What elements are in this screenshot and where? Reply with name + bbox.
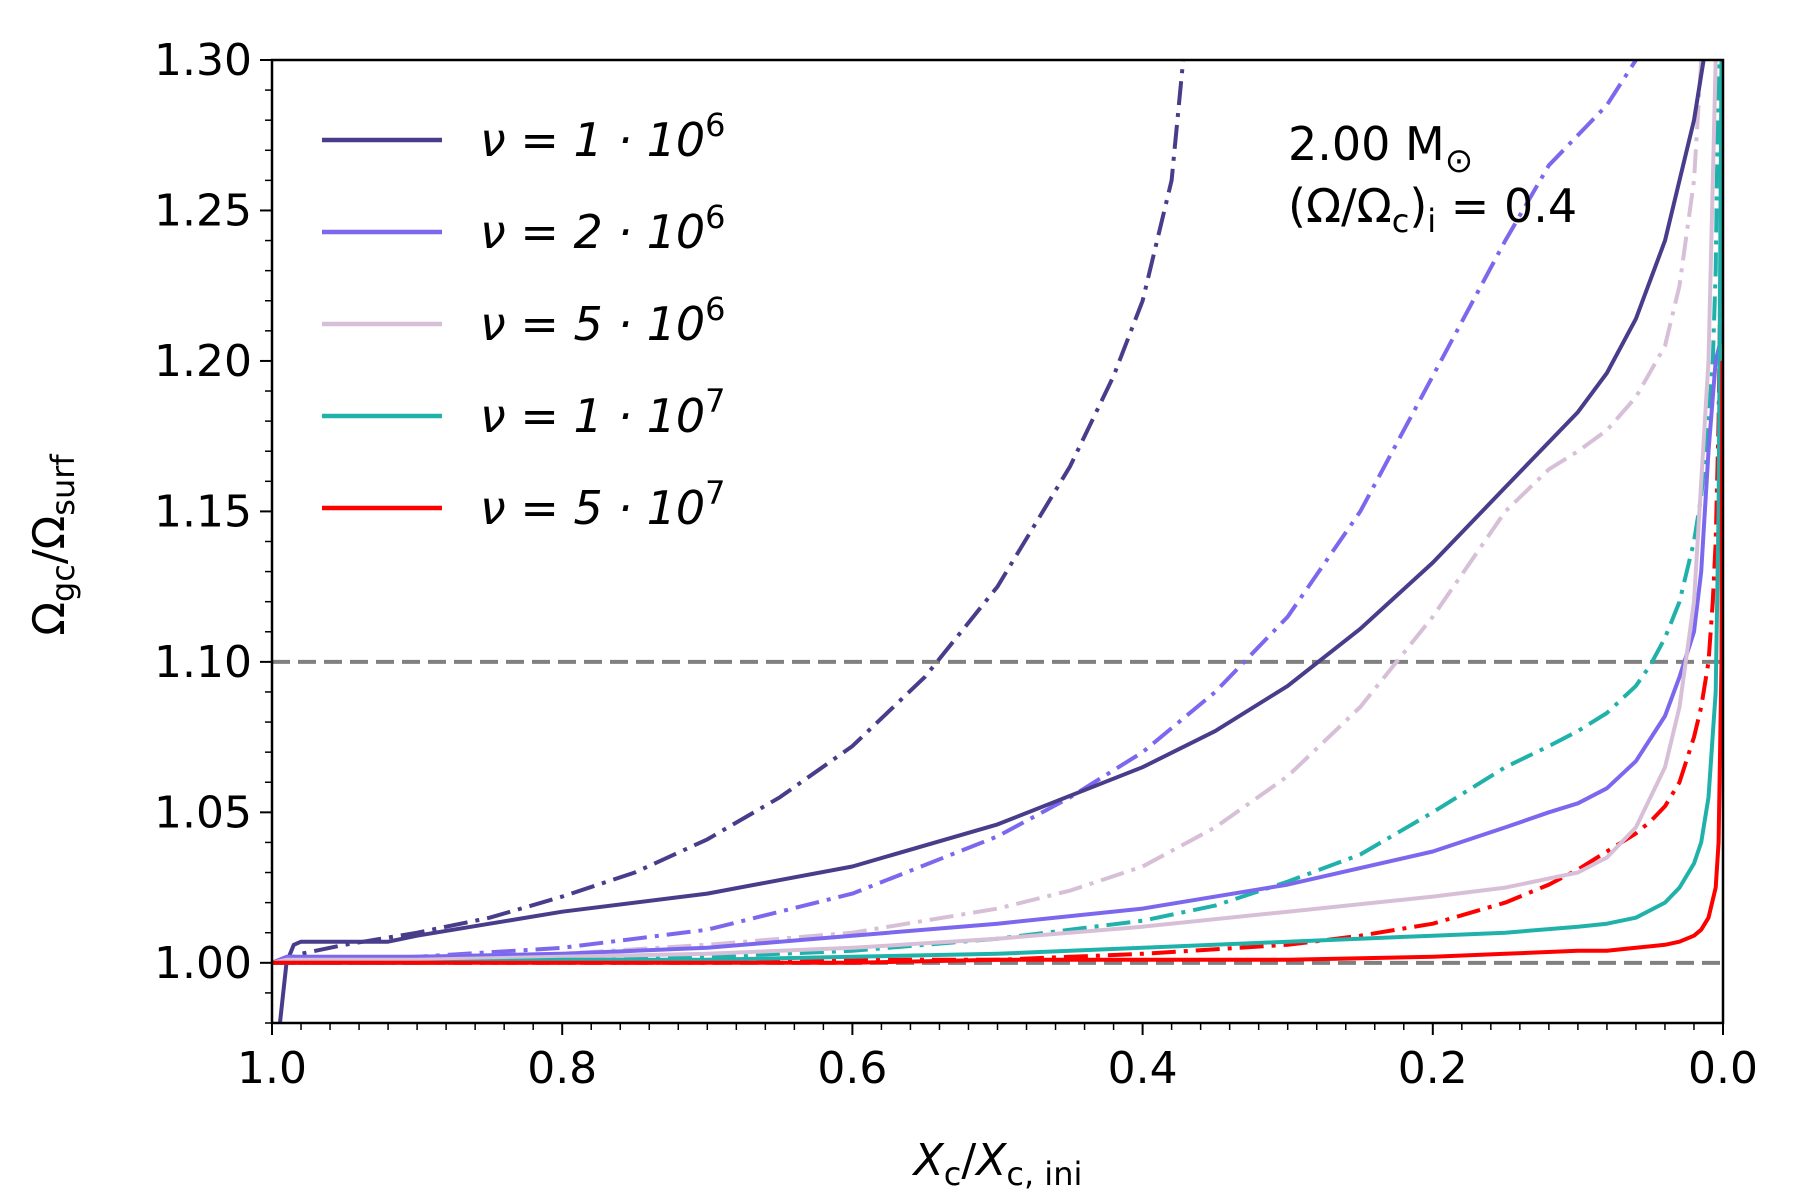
legend-label: ν = 2 · 106 xyxy=(480,198,726,259)
legend: ν = 1 · 106 ν = 2 · 106 ν = 5 · 106 ν = 1 ·… xyxy=(322,106,726,535)
y-tick-label: 1.15 xyxy=(154,486,252,537)
y-axis: 1.00 1.05 1.10 1.15 1.20 1.25 1.30 xyxy=(154,35,272,1024)
annotation-mass: 2.00 M⊙ xyxy=(1288,117,1473,181)
series-lines xyxy=(272,60,1723,1023)
y-tick-label: 1.10 xyxy=(154,637,252,688)
x-tick-label: 0.0 xyxy=(1688,1043,1758,1094)
series-2-solid-line xyxy=(272,60,1718,965)
series-1-solid-line xyxy=(272,330,1723,965)
x-axis: 1.0 0.8 0.6 0.4 0.2 0.0 xyxy=(237,1023,1758,1094)
legend-label: ν = 1 · 106 xyxy=(480,106,726,167)
y-tick-label: 1.30 xyxy=(154,35,252,86)
annotation-mass-value: 2.00 M xyxy=(1288,117,1445,171)
legend-item: ν = 1 · 107 xyxy=(322,382,726,443)
y-tick-label: 1.25 xyxy=(154,185,252,236)
legend-label: ν = 5 · 106 xyxy=(480,290,726,351)
sun-symbol-icon: ⊙ xyxy=(1445,141,1474,181)
y-tick-label: 1.05 xyxy=(154,787,252,838)
legend-item: ν = 5 · 106 xyxy=(322,290,726,351)
series-0-dashdot-line xyxy=(272,60,1186,965)
x-tick-label: 0.4 xyxy=(1108,1043,1178,1094)
x-tick-label: 0.2 xyxy=(1398,1043,1468,1094)
y-tick-label: 1.00 xyxy=(154,938,252,989)
legend-label: ν = 1 · 107 xyxy=(480,382,726,443)
annotation-rotation: (Ω/Ωc)i = 0.4 xyxy=(1288,179,1577,240)
x-tick-label: 1.0 xyxy=(237,1043,307,1094)
legend-item: ν = 2 · 106 xyxy=(322,198,726,259)
y-tick-label: 1.20 xyxy=(154,336,252,387)
x-tick-label: 0.6 xyxy=(817,1043,887,1094)
legend-label: ν = 5 · 107 xyxy=(480,474,726,535)
series-4-solid-line xyxy=(272,360,1723,965)
x-tick-label: 0.8 xyxy=(527,1043,597,1094)
legend-item: ν = 5 · 107 xyxy=(322,474,726,535)
legend-item: ν = 1 · 106 xyxy=(322,106,726,167)
y-axis-title: Ωgc/Ωsurf xyxy=(24,454,82,636)
series-0-solid-line xyxy=(277,60,1706,1023)
x-axis-title: Xc/Xc, ini xyxy=(912,1135,1083,1193)
